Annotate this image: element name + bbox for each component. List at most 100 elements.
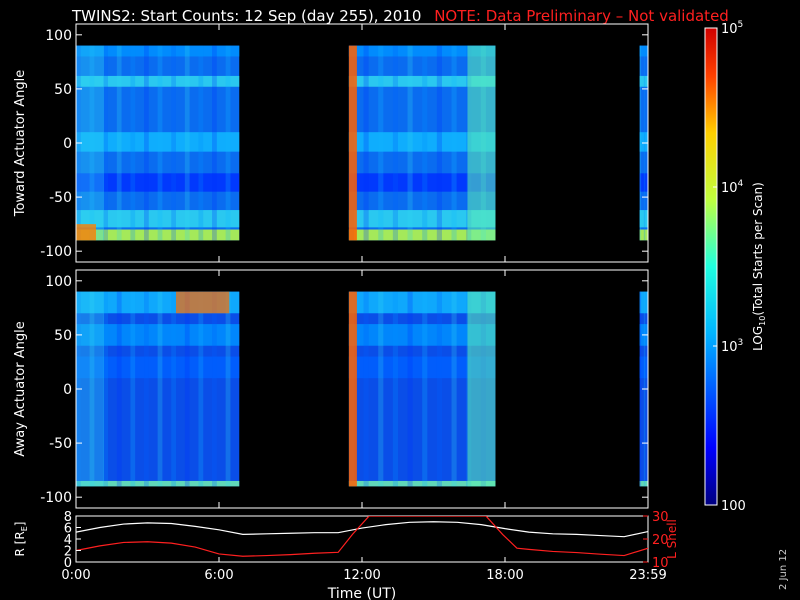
intensity-band (76, 324, 240, 346)
y-tick-label: 8 (64, 510, 72, 525)
y-tick-label-right: 30 (652, 510, 669, 525)
time-stripe (184, 45, 190, 241)
time-stripe (225, 291, 231, 487)
time-stripe (157, 45, 163, 241)
intensity-band (639, 75, 648, 87)
intensity-band (348, 75, 496, 87)
intensity-band (76, 480, 240, 487)
time-stripe (171, 291, 176, 487)
heatmap-panel-2: -100 -50 0 50 100 Away Actuator Angle (13, 269, 649, 509)
y-tick-label: -50 (49, 190, 72, 206)
y-tick-label: 50 (54, 82, 72, 98)
time-stripe (171, 45, 176, 241)
y-tick-label: 100 (45, 274, 72, 290)
time-stripe (116, 45, 122, 241)
intensity-band (639, 210, 648, 228)
time-stripe (89, 291, 95, 487)
time-stripe (436, 45, 442, 241)
intensity-band (639, 132, 648, 152)
intensity-band (348, 229, 496, 241)
time-stripe (422, 45, 428, 241)
y-tick-label: 0 (63, 382, 72, 398)
time-stripe (378, 291, 384, 487)
intensity-band (348, 132, 496, 152)
time-stripe (198, 45, 204, 241)
r-distance-line (76, 521, 648, 538)
y-tick-label: 0 (64, 556, 72, 571)
y-tick-label: 0 (63, 136, 72, 152)
time-stripe (157, 291, 163, 487)
x-tick-label: 6:00 (204, 568, 233, 583)
chart-title: TWINS2: Start Counts: 12 Sep (day 255), … (72, 7, 729, 25)
edge-hot (76, 224, 96, 241)
x-tick-label: 12:00 (343, 568, 380, 583)
intensity-band (348, 210, 496, 228)
time-stripe (184, 291, 190, 487)
intensity-band (348, 291, 496, 314)
y-tick-label: -100 (40, 244, 72, 260)
time-stripe (378, 45, 384, 241)
colorbar: 100 103 104 105 LOG10(Total Starts per Scan) (704, 20, 767, 514)
edge-hot (348, 291, 357, 487)
time-stripe (103, 291, 108, 487)
intensity-band (76, 75, 240, 87)
time-stripe (198, 291, 204, 487)
intensity-band (76, 356, 240, 379)
time-stripe (639, 45, 642, 241)
y-axis-label-right: L Shell (665, 519, 679, 559)
intensity-band (76, 173, 240, 192)
y-tick-label: 6 (64, 522, 72, 537)
intensity-band (639, 291, 648, 314)
intensity-band (639, 229, 648, 241)
data-segment (348, 291, 496, 487)
date-stamp: 2 Jun 12 (778, 548, 789, 590)
time-stripe (392, 291, 398, 487)
time-stripe (116, 291, 122, 487)
edge-warm (467, 45, 496, 241)
intensity-band (76, 45, 240, 57)
y-tick-label: 100 (45, 28, 72, 44)
time-stripe (422, 291, 428, 487)
y-tick-label-right: 20 (652, 533, 669, 548)
y-tick-label-right: 10 (652, 556, 669, 571)
intensity-band (639, 173, 648, 192)
time-stripe (407, 45, 413, 241)
intensity-band (76, 132, 240, 152)
y-axis-label: Toward Actuator Angle (13, 70, 28, 217)
x-axis-label: Time (UT) (327, 586, 396, 600)
colorbar-gradient (704, 27, 718, 506)
time-stripe (212, 291, 217, 487)
colorbar-tick-label: 104 (721, 179, 744, 196)
y-tick-label: 4 (64, 533, 72, 548)
time-stripe (130, 291, 136, 487)
intensity-band (639, 356, 648, 379)
time-stripe (363, 45, 369, 241)
intensity-band (76, 229, 240, 241)
time-stripe (407, 291, 413, 487)
intensity-band (639, 45, 648, 57)
data-segment (348, 45, 496, 241)
intensity-band (348, 480, 496, 487)
x-tick-label: 18:00 (486, 568, 523, 583)
intensity-band (348, 324, 496, 346)
data-segment (76, 45, 240, 241)
intensity-band (76, 210, 240, 228)
time-stripe (130, 45, 136, 241)
time-stripe (89, 45, 95, 241)
y-tick-label: -50 (49, 436, 72, 452)
y-tick-label: 50 (54, 328, 72, 344)
time-stripe (392, 45, 398, 241)
preliminary-note: NOTE: Data Preliminary – Not validated (434, 7, 729, 25)
edge-hot (176, 291, 230, 314)
y-tick-label: 2 (64, 545, 72, 560)
heatmap-panel-1: -100 -50 0 50 100 Toward Actuator Angle (13, 23, 649, 263)
time-stripe (212, 45, 217, 241)
intensity-band (348, 173, 496, 192)
time-stripe (144, 45, 149, 241)
time-stripe (225, 45, 231, 241)
colorbar-tick-label: 103 (721, 338, 743, 355)
data-segment (76, 291, 240, 487)
l-shell-line (76, 516, 648, 557)
time-stripe (451, 45, 457, 241)
